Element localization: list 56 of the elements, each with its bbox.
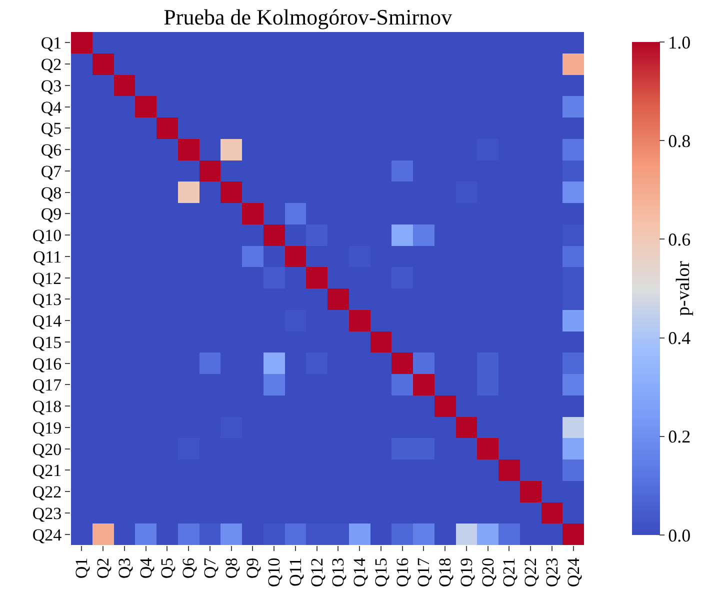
y-tick-label: Q13: [32, 290, 62, 310]
color-bar-label: 0.6: [668, 230, 691, 250]
x-tick-label: Q3: [114, 558, 134, 579]
y-tick-label: Q24: [32, 525, 62, 544]
color-bar-title: p-valor: [672, 260, 694, 316]
color-bar-label: 0.8: [668, 130, 691, 151]
y-tick-label: Q9: [40, 204, 62, 224]
color-bar-label: 0.0: [668, 525, 691, 546]
y-tick-label: Q21: [32, 461, 62, 480]
y-tick-label: Q23: [32, 504, 62, 523]
x-tick-label: Q12: [307, 558, 326, 588]
x-tick-label: Q6: [179, 558, 198, 579]
y-tick-label: Q17: [32, 376, 62, 395]
y-tick-label: Q8: [40, 183, 62, 202]
y-tick-label: Q4: [40, 98, 62, 117]
x-tick-label: Q16: [392, 558, 412, 588]
y-tick-label: Q1: [40, 34, 62, 53]
x-tick-label: Q10: [264, 558, 284, 588]
x-tick-label: Q18: [436, 558, 455, 588]
y-tick-label: Q19: [32, 418, 62, 438]
y-tick-label: Q10: [32, 226, 62, 246]
x-tick-label: Q13: [328, 558, 348, 588]
x-tick-label: Q23: [542, 558, 562, 588]
y-tick-label: Q18: [32, 397, 62, 416]
x-tick-label: Q1: [72, 558, 92, 579]
y-tick-label: Q7: [40, 162, 62, 181]
y-tick-label: Q3: [40, 76, 62, 96]
color-bar-label: 1.0: [668, 32, 691, 52]
x-tick-label: Q20: [478, 558, 498, 588]
color-bar-label: 0.2: [668, 426, 691, 447]
chart-title: Prueba de Kolmogórov-Smirnov: [164, 4, 452, 30]
y-tick-label: Q15: [32, 332, 62, 352]
x-tick-label: Q15: [371, 558, 390, 588]
x-tick-label: Q24: [564, 557, 583, 588]
y-tick-label: Q12: [32, 268, 62, 288]
x-tick-label: Q21: [500, 558, 519, 588]
x-tick-label: Q22: [521, 558, 540, 588]
y-tick-label: Q22: [32, 482, 62, 502]
y-tick-label: Q11: [32, 247, 62, 266]
x-tick-label: Q5: [158, 558, 177, 579]
x-tick-label: Q8: [222, 558, 241, 579]
x-tick-label: Q7: [200, 557, 220, 579]
x-tick-label: Q14: [350, 557, 370, 588]
y-tick-label: Q14: [32, 312, 62, 331]
x-tick-label: Q11: [286, 558, 305, 586]
y-tick-label: Q6: [40, 140, 62, 160]
y-tick-label: Q5: [40, 119, 62, 138]
x-tick-label: Q4: [136, 557, 156, 579]
x-tick-label: Q19: [456, 558, 476, 588]
y-tick-label: Q2: [40, 55, 62, 74]
x-tick-label: Q9: [243, 558, 262, 579]
y-tick-label: Q20: [32, 440, 62, 459]
color-bar-label: 0.4: [668, 328, 691, 348]
x-tick-label: Q17: [414, 557, 434, 588]
y-tick-label: Q16: [32, 354, 62, 374]
x-tick-label: Q2: [94, 558, 113, 579]
